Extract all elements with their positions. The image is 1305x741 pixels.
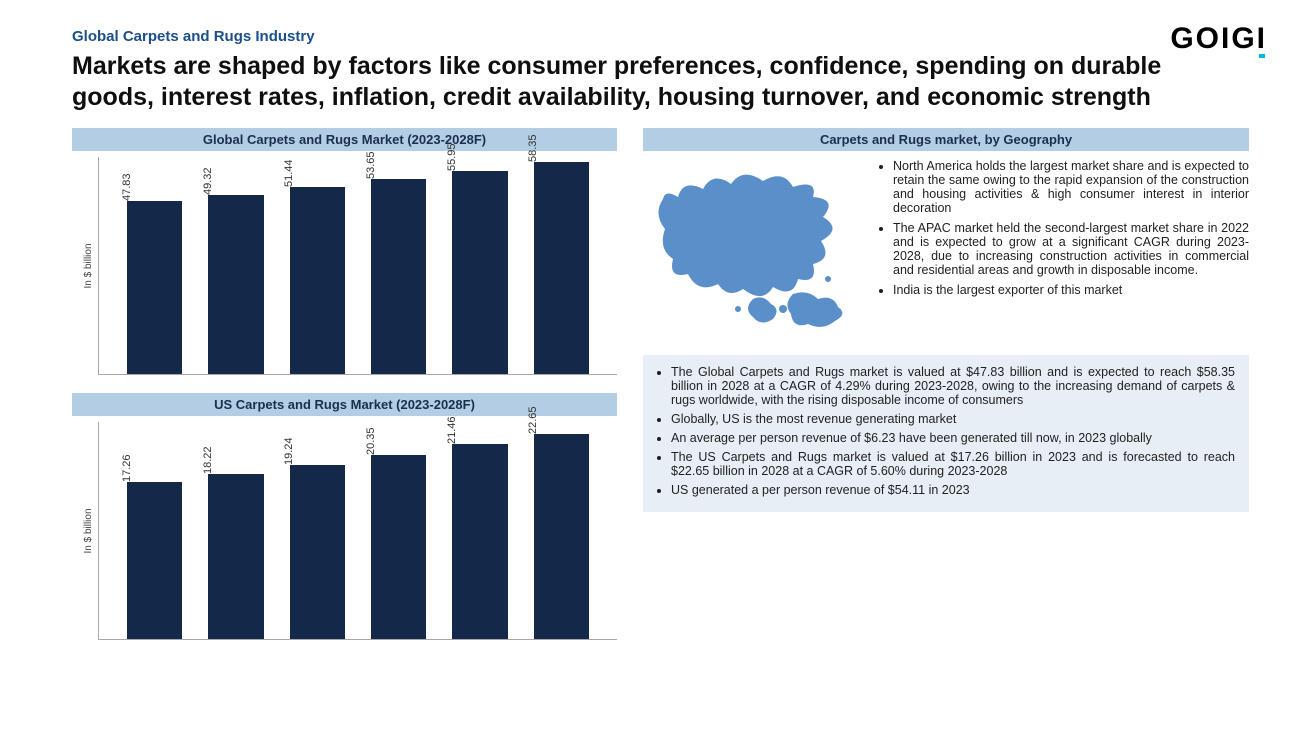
geo-bullets: North America holds the largest market s…: [875, 159, 1249, 339]
page-headline: Markets are shaped by factors like consu…: [72, 51, 1232, 114]
chart-bar: 20.35: [371, 455, 426, 639]
asia-map-icon: [643, 159, 863, 339]
chart-bar: 47.83: [127, 201, 182, 374]
chart-bar: 17.26: [127, 482, 182, 638]
geo-bullet: North America holds the largest market s…: [893, 159, 1249, 215]
global-chart: In $ billion 47.83 49.32 51.44 53.65 55.95 58…: [72, 157, 617, 375]
chart-bar: 51.44: [290, 187, 345, 373]
chart-bar: 55.95: [452, 171, 507, 373]
us-chart-panel: US Carpets and Rugs Market (2023-2028F) …: [72, 393, 617, 640]
bar-value-label: 47.83: [121, 173, 137, 201]
us-chart: In $ billion 17.26 18.22 19.24 20.35 21.46 22…: [72, 422, 617, 640]
geo-bullet: India is the largest exporter of this ma…: [893, 283, 1249, 297]
bar-value-label: 18.22: [202, 446, 218, 474]
bar-value-label: 20.35: [365, 427, 381, 455]
bar-value-label: 58.35: [528, 135, 544, 163]
bar-value-label: 19.24: [284, 437, 300, 465]
bar-value-label: 53.65: [365, 152, 381, 180]
bar-value-label: 21.46: [446, 417, 462, 445]
chart-bar: 18.22: [208, 474, 263, 639]
bar-value-label: 51.44: [284, 160, 300, 188]
chart-bar: 22.65: [534, 434, 589, 639]
bar-value-label: 49.32: [202, 168, 218, 196]
fact-bullet: An average per person revenue of $6.23 h…: [671, 431, 1235, 445]
global-chart-ylabel: In $ billion: [83, 243, 94, 288]
fact-bullet: US generated a per person revenue of $54…: [671, 483, 1235, 497]
fact-bullet: Globally, US is the most revenue generat…: [671, 412, 1235, 426]
fact-bullet: The Global Carpets and Rugs market is va…: [671, 365, 1235, 407]
geo-title: Carpets and Rugs market, by Geography: [643, 128, 1249, 151]
bar-value-label: 17.26: [121, 455, 137, 483]
brand-logo: GOIGI: [1170, 22, 1267, 56]
kicker-text: Global Carpets and Rugs Industry: [72, 28, 1249, 45]
chart-bar: 21.46: [452, 444, 507, 638]
geo-bullet: The APAC market held the second-largest …: [893, 221, 1249, 277]
bar-value-label: 22.65: [528, 406, 544, 434]
chart-bar: 19.24: [290, 465, 345, 639]
chart-bar: 49.32: [208, 195, 263, 373]
bar-value-label: 55.95: [446, 144, 462, 172]
geo-panel: Carpets and Rugs market, by Geography: [643, 128, 1249, 339]
fact-bullet: The US Carpets and Rugs market is valued…: [671, 450, 1235, 478]
chart-bar: 58.35: [534, 162, 589, 373]
global-chart-panel: Global Carpets and Rugs Market (2023-202…: [72, 128, 617, 375]
facts-panel: The Global Carpets and Rugs market is va…: [643, 355, 1249, 512]
logo-text: GOIG: [1170, 22, 1256, 55]
chart-bar: 53.65: [371, 179, 426, 373]
us-chart-ylabel: In $ billion: [83, 508, 94, 553]
logo-text-accent: I: [1257, 22, 1267, 56]
